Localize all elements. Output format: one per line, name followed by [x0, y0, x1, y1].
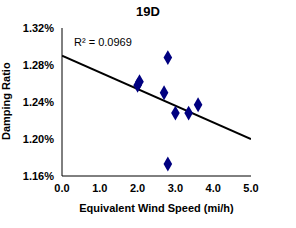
svg-text:2.0: 2.0 [130, 182, 145, 194]
svg-text:Equivalent Wind Speed (mi/h): Equivalent Wind Speed (mi/h) [79, 202, 234, 214]
html-text:19D: 19D [136, 4, 160, 19]
svg-text:1.16%: 1.16% [23, 170, 54, 182]
svg-text:1.20%: 1.20% [23, 133, 54, 145]
svg-text:1.32%: 1.32% [23, 22, 54, 34]
svg-text:1.28%: 1.28% [23, 59, 54, 71]
svg-text:4.0: 4.0 [206, 182, 221, 194]
svg-text:5.0: 5.0 [243, 182, 258, 194]
svg-text:1.24%: 1.24% [23, 96, 54, 108]
svg-text:0.0: 0.0 [54, 182, 69, 194]
svg-text:Damping Ratio: Damping Ratio [8, 62, 12, 140]
svg-text:1.0: 1.0 [92, 182, 107, 194]
html-text:R² = 0.0969: R² = 0.0969 [74, 36, 132, 48]
svg-text:3.0: 3.0 [168, 182, 183, 194]
